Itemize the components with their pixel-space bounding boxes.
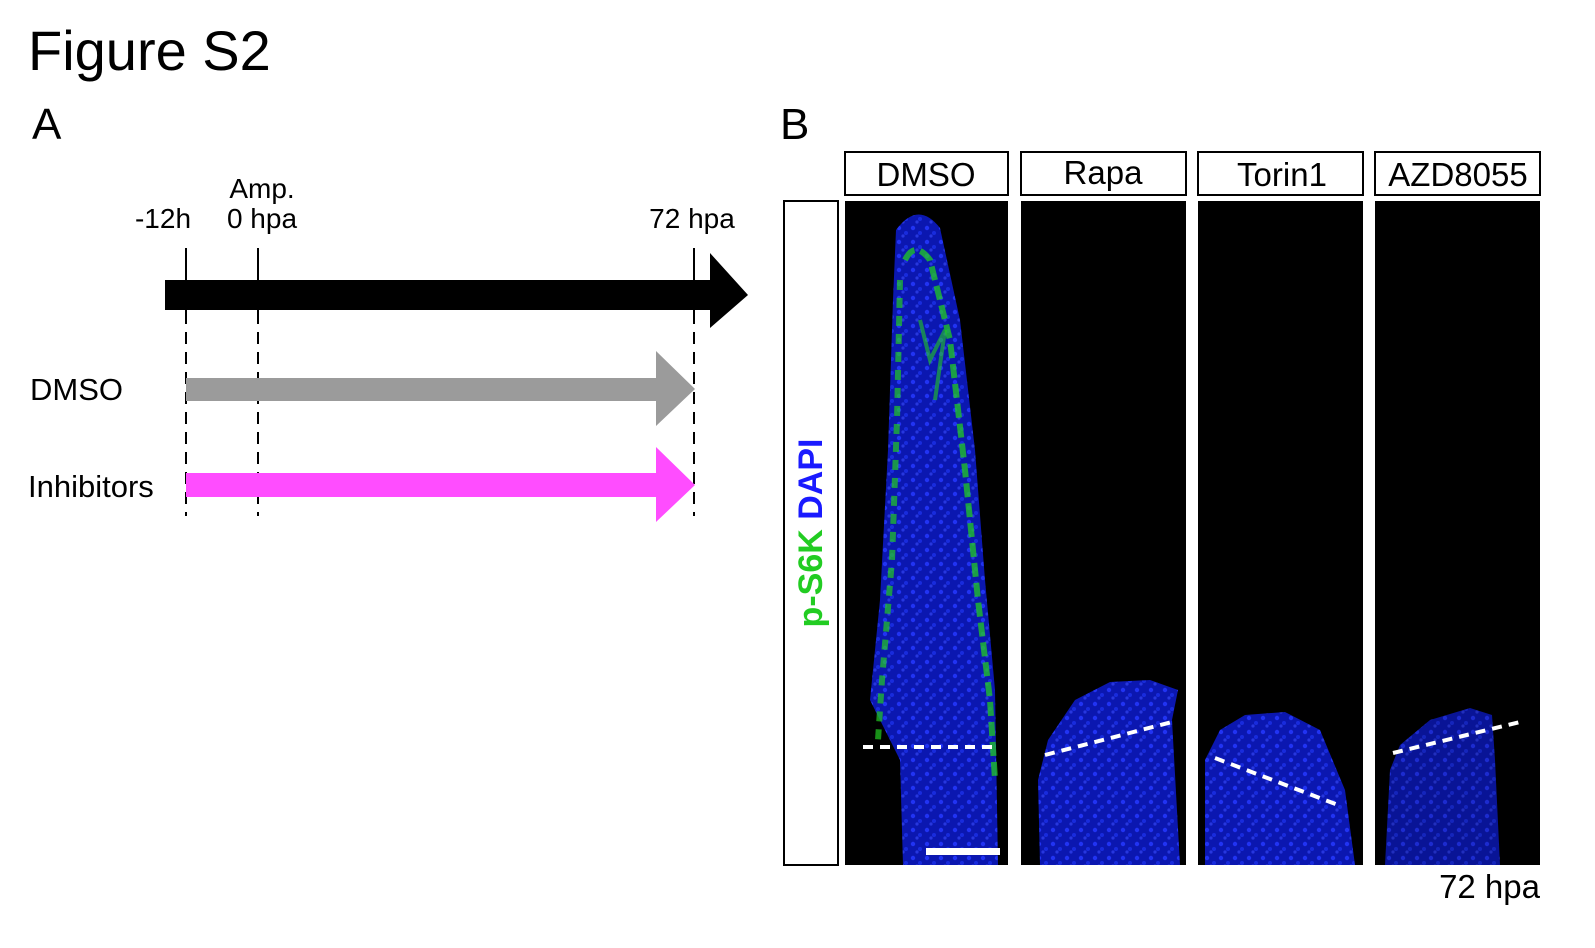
micrograph-rapa [1021, 201, 1186, 865]
header-box-azd8055 [1374, 151, 1541, 196]
microscopy-panel: p-S6K DAPI DMSO Rapa Torin1 AZD8055 [783, 151, 1541, 905]
scale-bar [926, 848, 1000, 855]
main-timeline-arrow [165, 253, 748, 328]
stain-DAPI: DAPI [792, 439, 830, 520]
panel-a-letter: A [32, 100, 62, 149]
header-box-torin1 [1197, 151, 1364, 196]
header-box-rapa [1020, 151, 1187, 196]
timeline-diagram: -12h Amp. 0 hpa 72 hpa DMSO Inhibitors [28, 173, 748, 522]
header-box-dmso [844, 151, 1009, 196]
header-torin1: Torin1 [1237, 156, 1327, 193]
dmso-treatment-arrow [186, 351, 695, 426]
amputation-label: Amp. [229, 173, 294, 204]
row-label-dmso: DMSO [30, 372, 123, 407]
stain-pS6K: p-S6K [792, 529, 830, 628]
micrograph-torin1 [1198, 201, 1363, 865]
inhibitor-treatment-arrow [186, 447, 695, 522]
panel-b-letter: B [780, 100, 809, 149]
micrograph-azd8055 [1375, 201, 1540, 865]
timepoint-label-minus12h: -12h [135, 203, 191, 234]
stain-label-box [783, 200, 839, 866]
figure-title: Figure S2 [28, 19, 271, 82]
header-dmso: DMSO [877, 156, 976, 193]
header-rapa: Rapa [1064, 154, 1144, 191]
micrograph-dmso [845, 201, 1008, 865]
timepoint-footer: 72 hpa [1439, 868, 1541, 905]
stain-label: p-S6K DAPI [792, 439, 830, 628]
timepoint-label-72hpa: 72 hpa [649, 203, 735, 234]
row-label-inhibitors: Inhibitors [28, 469, 154, 504]
header-azd8055: AZD8055 [1388, 156, 1527, 193]
timepoint-label-0hpa: 0 hpa [227, 203, 297, 234]
